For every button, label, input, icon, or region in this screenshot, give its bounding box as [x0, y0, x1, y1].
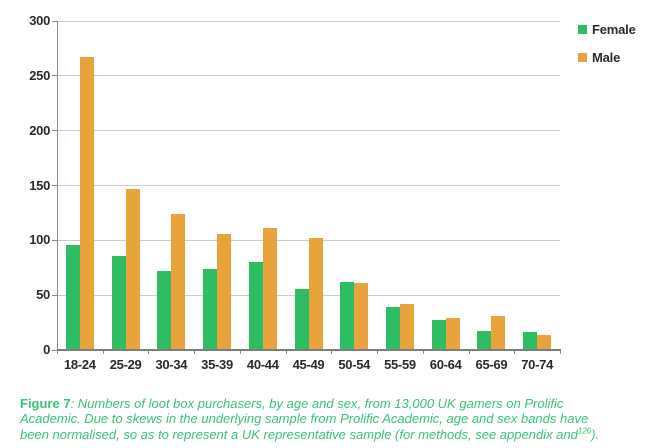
y-axis-label-50: 50: [36, 287, 50, 303]
y-axis-tick-150: [52, 185, 57, 186]
bar-female-25-29: [111, 255, 126, 350]
bar-male-25-29: [125, 188, 140, 350]
bar-female-35-39: [203, 268, 218, 350]
x-axis-label-55-59: 55-59: [384, 357, 416, 372]
x-axis-label-60-64: 60-64: [429, 357, 462, 372]
figure-caption-reference-superscript: 126: [577, 426, 592, 436]
legend-item-male: Male: [578, 50, 636, 65]
legend-label-female: Female: [592, 22, 636, 37]
bar-male-60-64: [445, 318, 460, 350]
x-axis-label-40-44: 40-44: [246, 357, 279, 372]
figure-caption-label: Figure 7: [20, 396, 71, 411]
x-axis-tick: [468, 350, 470, 354]
bar-female-70-74: [523, 332, 538, 350]
bar-male-45-49: [308, 238, 323, 350]
bar-female-65-69: [477, 331, 492, 350]
x-axis-label-65-69: 65-69: [475, 357, 508, 372]
bar-male-35-39: [217, 233, 232, 350]
x-axis-tick: [239, 350, 241, 354]
bar-male-40-44: [262, 228, 277, 350]
x-axis-label-50-54: 50-54: [338, 357, 371, 372]
bar-male-65-69: [491, 316, 506, 350]
x-axis-label-45-49: 45-49: [292, 357, 325, 372]
x-axis-tick: [102, 350, 104, 354]
gridline-150: [57, 185, 560, 186]
y-axis-label-0: 0: [43, 342, 50, 357]
bar-female-40-44: [248, 262, 263, 350]
y-axis-label-300: 300: [29, 13, 50, 28]
figure-caption-tail: ).: [591, 426, 600, 442]
x-axis-tick: [331, 350, 333, 354]
figure-caption: Figure 7: Numbers of loot box purchasers…: [20, 396, 610, 442]
bar-male-55-59: [399, 303, 414, 350]
bar-chart-plot-area: 0 50 100 150 200 250 300 18-24 25-29 30-34 35-39 40…: [29, 13, 561, 372]
bar-female-50-54: [340, 282, 355, 350]
gridline-300: [57, 20, 560, 22]
legend-swatch-female-icon: [578, 25, 587, 34]
x-axis-tick: [514, 350, 516, 354]
bar-female-55-59: [385, 307, 400, 350]
x-axis-tick: [194, 350, 196, 354]
y-axis-tick-100: [52, 239, 57, 241]
bar-male-18-24: [79, 57, 94, 350]
legend-label-male: Male: [592, 50, 621, 65]
bar-female-18-24: [65, 244, 80, 350]
x-axis-tick: [422, 350, 424, 354]
x-axis-label-70-74: 70-74: [521, 357, 553, 372]
chart-legend: Female Male: [578, 22, 636, 78]
x-axis-label-35-39: 35-39: [201, 357, 233, 372]
x-axis-tick: [57, 350, 58, 354]
y-axis-tick-250: [52, 75, 57, 77]
bar-male-30-34: [171, 214, 186, 350]
figure-caption-body: : Numbers of loot box purchasers, by age…: [20, 396, 589, 442]
gridline-250: [57, 75, 560, 77]
x-axis-label-30-34: 30-34: [155, 357, 188, 372]
bar-female-30-34: [157, 271, 172, 350]
bar-male-70-74: [537, 334, 552, 350]
y-axis-label-200: 200: [29, 122, 50, 138]
legend-item-female: Female: [578, 22, 636, 37]
bar-male-50-54: [354, 283, 369, 350]
bar-female-45-49: [294, 288, 309, 350]
gridline-200: [57, 130, 560, 132]
legend-swatch-male-icon: [578, 53, 587, 62]
y-axis-label-150: 150: [29, 177, 50, 193]
y-axis-tick-0: [52, 349, 57, 351]
x-axis-tick: [377, 350, 379, 354]
x-axis-tick: [148, 350, 150, 354]
y-axis-tick-200: [52, 130, 57, 132]
y-axis-label-250: 250: [29, 67, 50, 83]
y-axis-line: [57, 21, 58, 350]
y-axis-tick-300: [52, 20, 57, 22]
y-axis-tick-50: [52, 294, 57, 296]
y-axis-label-100: 100: [29, 232, 50, 248]
bar-female-60-64: [431, 320, 446, 350]
x-axis-label-18-24: 18-24: [63, 357, 96, 372]
x-axis-tick: [560, 350, 561, 354]
x-axis-label-25-29: 25-29: [109, 357, 142, 372]
x-axis-tick: [285, 350, 287, 354]
x-axis-line: [57, 349, 561, 351]
